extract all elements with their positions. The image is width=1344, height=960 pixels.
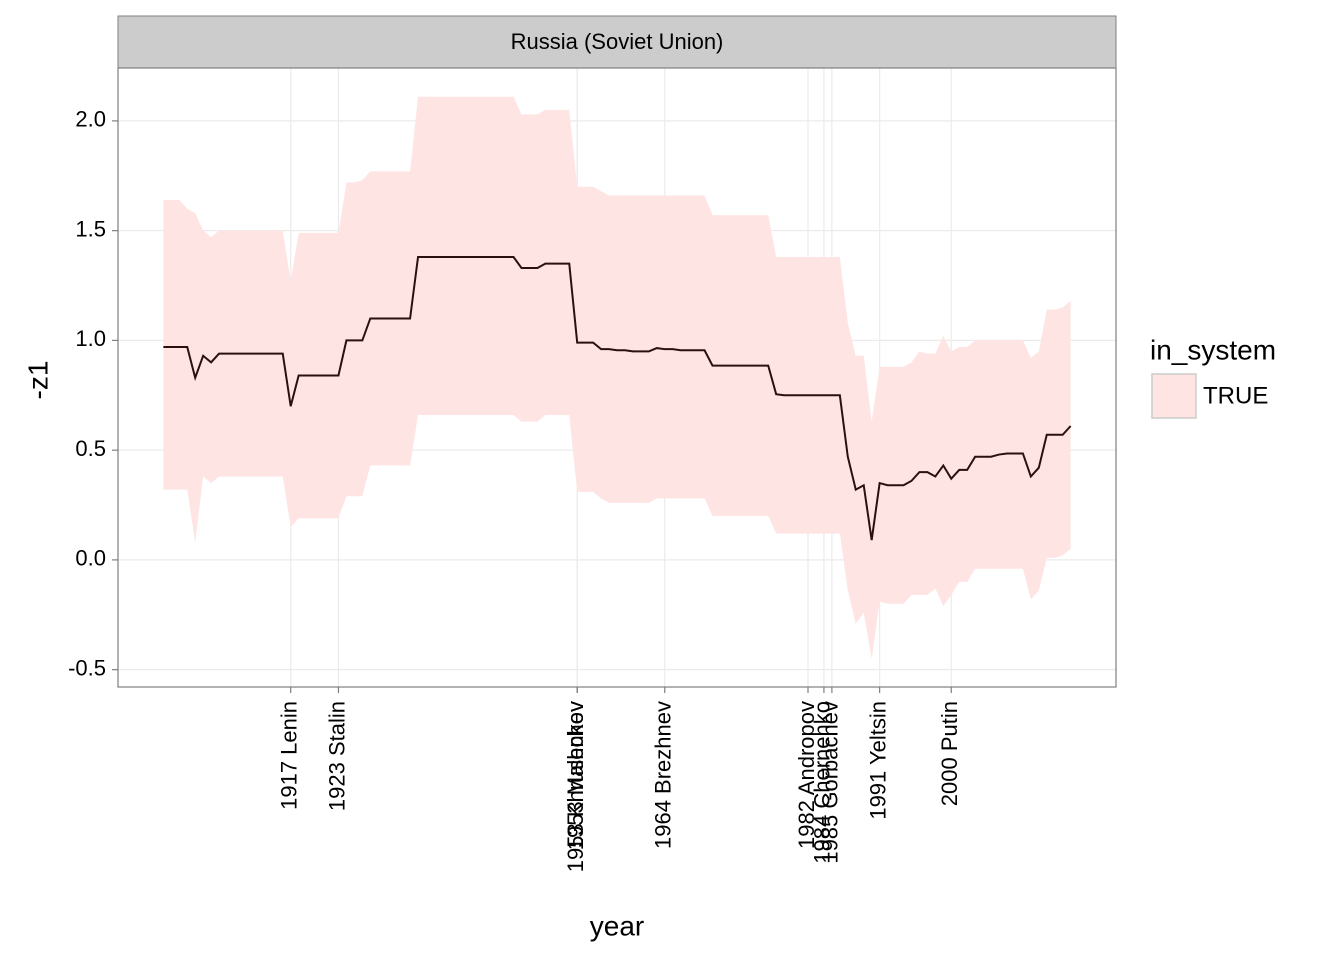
x-tick-label: 1964 Brezhnev — [651, 701, 676, 849]
x-tick-label: 1953 Khrushchev — [563, 701, 588, 872]
x-tick-label: 1984 Chernenko — [810, 701, 835, 864]
y-axis-title: -z1 — [22, 361, 53, 400]
y-tick-label: 2.0 — [75, 107, 106, 132]
x-tick-label: 1953 Malenkov — [563, 701, 588, 850]
x-axis-title: year — [590, 910, 644, 941]
line — [163, 255, 1072, 541]
y-tick-label: 0.5 — [75, 436, 106, 461]
legend-key — [1151, 373, 1197, 419]
x-tick-label: 1917 Lenin — [277, 701, 302, 810]
x-tick-label: 1985 Gorbachev — [818, 701, 843, 864]
legend-label: TRUE — [1203, 382, 1268, 409]
marks — [163, 96, 1072, 659]
panel-border — [117, 67, 1117, 688]
y-tick-label: 0.0 — [75, 546, 106, 571]
x-tick-label: 2000 Putin — [937, 701, 962, 806]
y-tick-label: -0.5 — [68, 655, 106, 680]
facet-title: Russia (Soviet Union) — [511, 29, 724, 54]
x-tick-label: 1991 Yeltsin — [865, 701, 890, 820]
ribbon — [163, 96, 1071, 659]
axes: -0.5 0.0 0.5 1.0 1.5 2.0 1917 Lenin 1923 Stalin… — [68, 107, 962, 873]
x-tick-label: 1982 Andropov — [794, 701, 819, 849]
legend: TRUE — [1151, 373, 1268, 419]
y-tick-label: 1.0 — [75, 326, 106, 351]
facet-strip — [117, 15, 1117, 69]
legend-title: in_system — [1150, 334, 1276, 365]
x-tick-label: 1923 Stalin — [324, 701, 349, 811]
y-tick-label: 1.5 — [75, 216, 106, 241]
